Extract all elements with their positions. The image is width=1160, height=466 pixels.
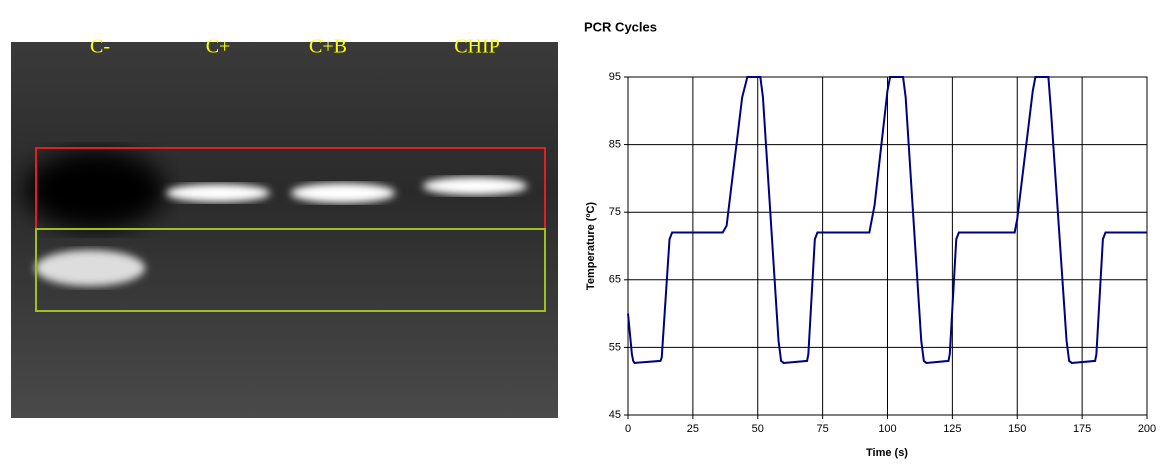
data-line bbox=[627, 76, 1147, 364]
x-tick-label: 125 bbox=[943, 423, 961, 435]
chart-title: PCR Cycles bbox=[584, 19, 657, 34]
x-tick-label: 150 bbox=[1008, 423, 1026, 435]
y-tick-label: 55 bbox=[609, 341, 621, 353]
lane-label: CHIP bbox=[454, 36, 500, 58]
x-tick-label: 0 bbox=[625, 423, 631, 435]
y-axis-label: Temperature (ºC) bbox=[585, 202, 597, 290]
x-tick-label: 75 bbox=[817, 423, 829, 435]
x-tick-label: 200 bbox=[1138, 423, 1156, 435]
x-tick-label: 175 bbox=[1073, 423, 1091, 435]
x-tick-label: 100 bbox=[878, 423, 896, 435]
y-tick-label: 75 bbox=[609, 206, 621, 218]
lane-label: C+ bbox=[206, 36, 231, 58]
plot-border bbox=[627, 76, 1148, 416]
plot-area: 45 55 65 75 85 95 0 25 50 75 100 125 150 175 200 bbox=[609, 71, 1156, 435]
lane-label: C- bbox=[90, 36, 110, 58]
y-tick-label: 95 bbox=[609, 71, 621, 83]
y-tick-label: 85 bbox=[609, 139, 621, 151]
x-tick-label: 25 bbox=[687, 423, 699, 435]
x-axis-label: Time (s) bbox=[866, 447, 908, 459]
y-tick-label: 45 bbox=[609, 409, 621, 421]
y-tick-label: 65 bbox=[609, 274, 621, 286]
lane-label: C+B bbox=[309, 36, 347, 58]
gel-image: C- C+ C+B CHIP bbox=[11, 36, 558, 418]
x-tick-label: 50 bbox=[752, 423, 764, 435]
